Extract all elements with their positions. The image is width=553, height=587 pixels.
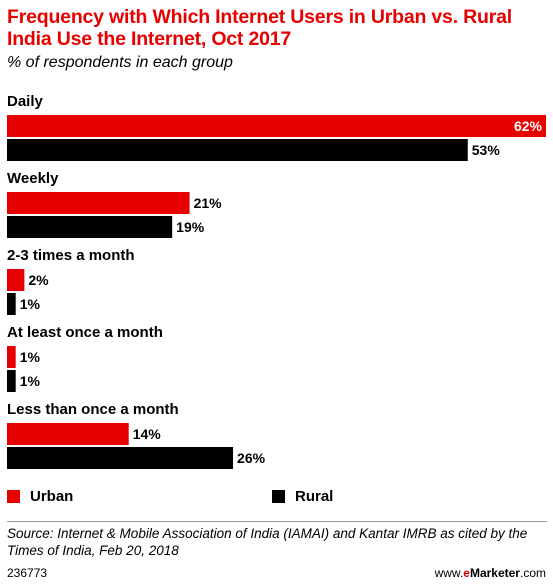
- category-label-2-3-times-a-month: 2-3 times a month: [7, 247, 135, 264]
- brand-link[interactable]: www.eMarketer.com: [435, 566, 546, 580]
- brand-e: e: [463, 566, 470, 580]
- value-label-rural-2-3-times-a-month: 1%: [20, 296, 41, 312]
- value-label-urban-daily: 62%: [514, 118, 543, 134]
- bar-rural-less-than-once-a-month: [7, 447, 234, 469]
- legend-item-urban: Urban: [7, 488, 73, 505]
- brand-prefix: www.: [434, 566, 464, 580]
- footer-divider: [7, 521, 547, 522]
- source-note: Source: Internet & Mobile Association of…: [7, 526, 528, 558]
- value-label-urban-weekly: 21%: [194, 195, 223, 211]
- bar-rural-at-least-once-a-month: [7, 370, 16, 392]
- value-label-urban-at-least-once-a-month: 1%: [20, 349, 41, 365]
- legend-item-rural: Rural: [272, 488, 333, 505]
- bar-urban-daily: [7, 115, 546, 137]
- bar-urban-less-than-once-a-month: [7, 423, 129, 445]
- chart-title: Frequency with Which Internet Users in U…: [7, 6, 512, 50]
- bar-rural-daily: [7, 139, 468, 161]
- chart-subtitle: % of respondents in each group: [7, 54, 233, 71]
- legend-swatch-rural: [272, 490, 285, 503]
- bar-rural-weekly: [7, 216, 173, 238]
- brand-name: Marketer: [469, 566, 520, 580]
- legend-label-urban: Urban: [30, 488, 74, 505]
- category-label-less-than-once-a-month: Less than once a month: [7, 401, 179, 418]
- category-label-daily: Daily: [7, 93, 44, 110]
- brand-suffix: .com: [519, 566, 546, 580]
- category-label-at-least-once-a-month: At least once a month: [7, 324, 163, 341]
- value-label-rural-daily: 53%: [472, 142, 501, 158]
- value-label-urban-less-than-once-a-month: 14%: [133, 426, 162, 442]
- bar-urban-2-3-times-a-month: [7, 269, 25, 291]
- value-label-rural-less-than-once-a-month: 26%: [237, 450, 266, 466]
- category-label-weekly: Weekly: [7, 170, 59, 187]
- bar-urban-at-least-once-a-month: [7, 346, 16, 368]
- value-label-urban-2-3-times-a-month: 2%: [28, 272, 49, 288]
- bar-urban-weekly: [7, 192, 190, 214]
- legend-label-rural: Rural: [295, 488, 334, 505]
- value-label-rural-at-least-once-a-month: 1%: [20, 373, 41, 389]
- legend: Urban Rural: [7, 488, 547, 508]
- chart-id: 236773: [7, 566, 48, 580]
- bar-rural-2-3-times-a-month: [7, 293, 16, 315]
- legend-swatch-urban: [7, 490, 20, 503]
- bar-chart: Daily 62% 53% Weekly 21% 19% 2-3 times a month…: [7, 93, 546, 469]
- value-label-rural-weekly: 19%: [176, 219, 205, 235]
